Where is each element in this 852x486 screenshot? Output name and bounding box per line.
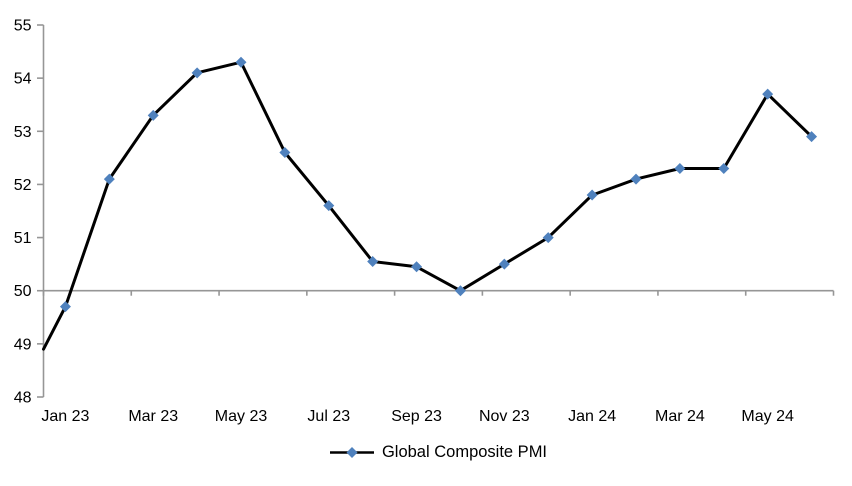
pmi-series-line [42, 60, 814, 351]
data-point-marker [542, 232, 554, 244]
legend-label: Global Composite PMI [381, 442, 548, 461]
data-point-marker [103, 173, 115, 185]
data-point-marker [498, 258, 510, 270]
x-tick-label: Mar 23 [128, 408, 178, 425]
legend: Global Composite PMI [43, 442, 833, 462]
data-point-marker [279, 147, 291, 159]
data-point-marker [411, 261, 423, 273]
x-tick-label: Jul 23 [307, 408, 350, 425]
data-point-marker [806, 131, 818, 143]
data-point-marker [674, 162, 686, 174]
data-point-marker [718, 162, 730, 174]
x-tick-label: Jan 23 [41, 408, 89, 425]
y-tick-label: 48 [14, 390, 32, 407]
y-tick-label: 54 [14, 71, 32, 88]
x-tick-label: Jan 24 [568, 408, 616, 425]
data-point-marker [323, 200, 335, 212]
data-point-marker [147, 109, 159, 121]
data-point-marker [454, 285, 466, 297]
data-point-marker [59, 301, 71, 313]
y-tick-label: 55 [14, 18, 32, 35]
legend-diamond-icon [346, 446, 358, 458]
legend-marker-icon [329, 446, 374, 458]
data-point-marker [762, 88, 774, 100]
y-tick-label: 53 [14, 124, 32, 141]
x-tick-label: May 23 [215, 408, 268, 425]
x-tick-label: Nov 23 [479, 408, 530, 425]
data-point-marker [191, 67, 203, 79]
y-tick-label: 52 [14, 177, 32, 194]
x-tick-label: May 24 [741, 408, 794, 425]
data-point-marker [235, 56, 247, 68]
x-tick-label: Mar 24 [655, 408, 705, 425]
y-tick-label: 50 [14, 283, 32, 300]
data-point-marker [630, 173, 642, 185]
data-point-marker [367, 255, 379, 267]
data-point-marker [586, 189, 598, 201]
y-tick-label: 49 [14, 336, 32, 353]
y-tick-label: 51 [14, 230, 32, 247]
x-tick-label: Sep 23 [391, 408, 442, 425]
